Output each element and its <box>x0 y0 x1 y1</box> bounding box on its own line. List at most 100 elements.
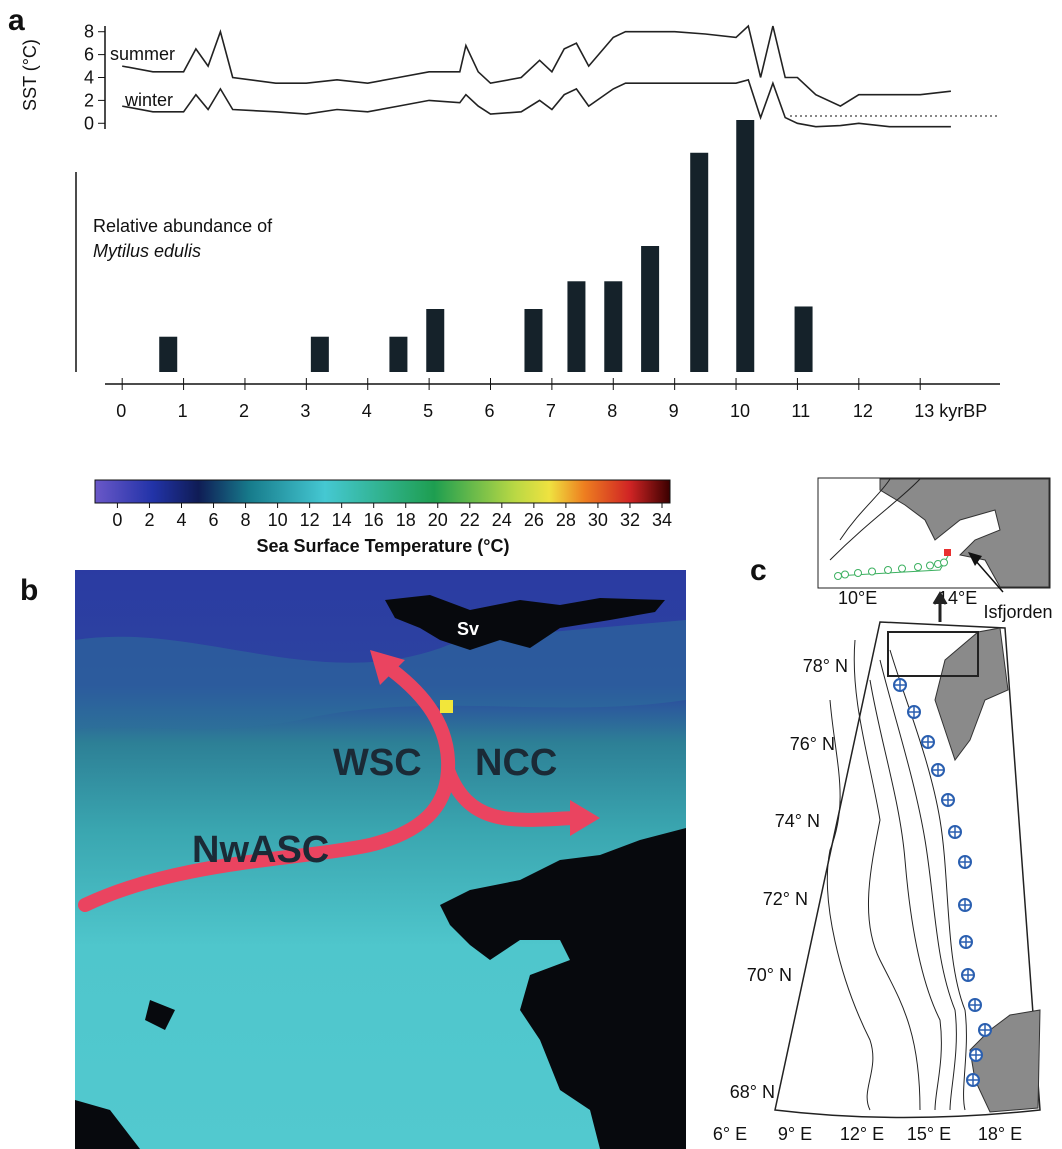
site-marker <box>440 700 453 713</box>
main-map <box>774 621 1041 1119</box>
colorbar-tick-label: 30 <box>588 510 608 530</box>
bar <box>426 309 445 372</box>
land <box>879 478 1050 588</box>
sst-line <box>122 24 951 108</box>
lat-label: 76° N <box>790 734 835 754</box>
land <box>934 627 1009 762</box>
station <box>959 899 971 911</box>
bar <box>641 246 660 372</box>
chart-subtitle: Mytilus edulis <box>93 241 201 261</box>
colorbar <box>94 479 671 504</box>
region-label: WSC <box>333 742 422 784</box>
colorbar-title: Sea Surface Temperature (°C) <box>257 536 510 556</box>
colorbar-tick-label: 16 <box>364 510 384 530</box>
inset-station <box>884 566 892 574</box>
land <box>440 828 686 1149</box>
y-tick-label: 2 <box>84 90 94 110</box>
colorbar-tick-label: 24 <box>492 510 512 530</box>
inset-station <box>834 572 842 580</box>
y-tick-label: 4 <box>84 68 94 88</box>
lat-label: 72° N <box>763 889 808 909</box>
current-arrow <box>78 658 456 912</box>
pointer <box>974 559 1004 593</box>
lat-label: 74° N <box>775 811 820 831</box>
pointer-head <box>968 552 982 566</box>
panel-label: b <box>20 574 38 607</box>
colorbar-tick-label: 12 <box>300 510 320 530</box>
colorbar-tick-label: 34 <box>652 510 672 530</box>
lat-label: 70° N <box>747 965 792 985</box>
lon-label: 18° E <box>978 1124 1022 1144</box>
station <box>942 794 954 806</box>
panel-label: a <box>8 4 25 37</box>
y-tick-label: 0 <box>84 113 94 133</box>
x-tick-label: 4 <box>362 401 372 421</box>
inset-station <box>926 561 934 570</box>
contour <box>889 649 967 1111</box>
lon-label: 15° E <box>907 1124 951 1144</box>
colorbar-tick-label: 8 <box>241 510 251 530</box>
x-tick-label: 6 <box>485 401 495 421</box>
colorbar-tick-label: 0 <box>112 510 122 530</box>
x-tick-label: 11 <box>791 401 810 421</box>
lon-label: 9° E <box>778 1124 812 1144</box>
x-tick-label: 2 <box>239 401 249 421</box>
bar <box>567 281 586 372</box>
bar <box>389 336 408 372</box>
colorbar-tick-label: 18 <box>396 510 416 530</box>
contour <box>829 478 921 561</box>
current-arrow <box>441 767 576 827</box>
inset-frame <box>887 631 979 677</box>
colorbar-tick-label: 20 <box>428 510 448 530</box>
station <box>949 826 961 838</box>
contour <box>879 659 957 1111</box>
y-tick-label: 6 <box>84 45 94 65</box>
colorbar-tick-label: 4 <box>176 510 186 530</box>
x-tick-label: 10 <box>730 401 750 421</box>
station <box>967 1074 979 1086</box>
station <box>894 679 906 691</box>
land <box>385 595 665 650</box>
inset-station <box>868 567 876 576</box>
lat-label: 78° N <box>803 656 848 676</box>
station <box>932 764 944 776</box>
lon-label: 6° E <box>713 1124 747 1144</box>
sst-line <box>122 78 951 128</box>
y-axis-label: SST (°C) <box>20 39 40 111</box>
station <box>962 969 974 981</box>
series-label: summer <box>110 44 175 64</box>
inset-station <box>898 564 906 573</box>
inset-station <box>914 563 922 571</box>
land <box>75 1000 175 1149</box>
station <box>969 999 981 1011</box>
station <box>959 856 971 868</box>
colorbar-tick-label: 22 <box>460 510 480 530</box>
x-tick-label: 12 <box>853 401 873 421</box>
inset-station <box>940 558 948 567</box>
x-tick-label: 7 <box>546 401 556 421</box>
colorbar-tick-label: 32 <box>620 510 640 530</box>
inset-station <box>854 569 862 577</box>
station <box>970 1049 982 1061</box>
bar <box>736 120 755 372</box>
bar <box>604 281 623 372</box>
x-tick-label: 9 <box>669 401 679 421</box>
inset-tick: 10°E <box>838 588 877 608</box>
colorbar-tick-label: 10 <box>268 510 288 530</box>
region-label: NCC <box>475 742 557 784</box>
region-label: NwASC <box>192 829 329 871</box>
bar <box>690 152 709 372</box>
station <box>979 1024 991 1036</box>
station <box>960 936 972 948</box>
station <box>908 706 920 718</box>
bar <box>159 336 178 372</box>
x-tick-label: 1 <box>178 401 188 421</box>
colorbar-tick-label: 26 <box>524 510 544 530</box>
series-label: winter <box>124 90 173 110</box>
chart-title: Relative abundance of <box>93 216 273 236</box>
x-tick-label: 3 <box>300 401 310 421</box>
bar <box>310 336 329 372</box>
x-tick-label: 0 <box>116 401 126 421</box>
inset-label: Isfjorden <box>983 602 1052 622</box>
